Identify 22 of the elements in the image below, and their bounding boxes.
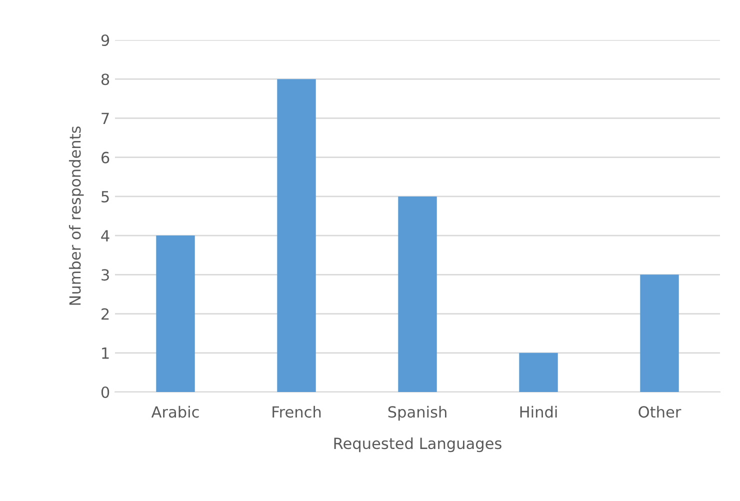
y-tick-label: 3 [102, 269, 109, 281]
x-tick-label: French [272, 406, 321, 418]
y-tick-label: 2 [102, 308, 109, 320]
bar [277, 79, 316, 392]
bar [519, 352, 558, 392]
y-tick-label: 0 [101, 386, 110, 398]
y-tick-label: 7 [102, 112, 109, 124]
bar [640, 274, 679, 392]
x-tick-label: Hindi [520, 406, 557, 418]
y-tick-label: 5 [102, 191, 109, 202]
bar [156, 236, 195, 392]
x-axis-title: Requested Languages [334, 437, 502, 452]
y-tick-label: 9 [101, 34, 110, 46]
bar [398, 196, 437, 392]
y-tick-label: 1 [102, 348, 109, 359]
x-tick-label: Other [638, 406, 682, 418]
y-tick-label: 4 [101, 230, 110, 242]
y-tick-label: 6 [101, 152, 110, 164]
y-tick-label: 8 [101, 74, 110, 86]
x-tick-label: Arabic [151, 406, 199, 418]
x-tick-label: Spanish [388, 406, 446, 421]
y-axis-title: Number of respondents [68, 126, 84, 305]
